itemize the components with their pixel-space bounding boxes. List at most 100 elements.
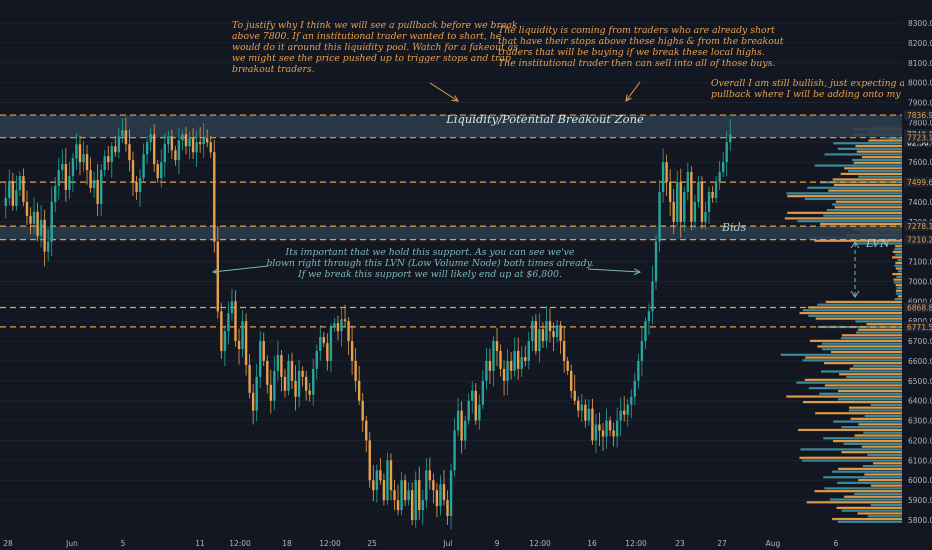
volume-bar xyxy=(844,495,902,498)
volume-bar xyxy=(840,336,902,340)
candle-body xyxy=(538,329,541,352)
candle-body xyxy=(29,215,32,224)
volume-bar xyxy=(824,362,902,365)
candle-body xyxy=(711,191,714,198)
candle-body xyxy=(227,313,230,332)
candle-body xyxy=(11,181,15,206)
volume-bar xyxy=(840,172,902,175)
volume-bar xyxy=(814,490,902,493)
candle-body xyxy=(4,197,7,206)
candle-body xyxy=(266,360,269,385)
candle-body xyxy=(425,470,428,501)
volume-bar xyxy=(817,303,902,306)
zone-band xyxy=(0,115,902,138)
candle-body xyxy=(61,164,64,171)
candle-body xyxy=(410,490,414,520)
candle-body xyxy=(128,144,131,161)
annotation-line: blown right through this LVN (Low Volume… xyxy=(266,258,593,269)
annotation-line: Its important that we hold this support.… xyxy=(285,247,575,258)
candle-body xyxy=(333,323,336,328)
volume-bar xyxy=(858,175,902,178)
candle-body xyxy=(690,172,693,222)
candle-body xyxy=(509,360,513,371)
volume-bar xyxy=(892,256,902,259)
candle-body xyxy=(163,144,166,163)
volume-bar xyxy=(854,242,902,245)
time-tick-label: Jul xyxy=(442,539,452,548)
candle-body xyxy=(326,343,329,361)
volume-bar xyxy=(897,295,902,298)
candle-body xyxy=(382,480,386,501)
volume-bar xyxy=(848,409,902,412)
volume-bar xyxy=(893,278,902,281)
price-tag: 6868.8 xyxy=(907,304,932,313)
candle-body xyxy=(725,142,728,163)
candle-body xyxy=(591,408,594,441)
volume-bar xyxy=(832,470,902,473)
volume-bar xyxy=(837,520,902,523)
candle-body xyxy=(672,201,675,222)
candle-body xyxy=(237,341,241,350)
volume-bar xyxy=(858,478,902,482)
volume-bar xyxy=(824,487,902,490)
time-tick-label: 18 xyxy=(282,539,292,548)
volume-profile xyxy=(780,125,902,523)
time-tick-label: Jun xyxy=(65,539,78,548)
price-tick-label: 6700.0 xyxy=(908,337,932,346)
candle-body xyxy=(368,440,371,481)
candle-body xyxy=(319,337,322,352)
candle-body xyxy=(615,420,619,437)
candle-body xyxy=(202,138,205,145)
arrow-right xyxy=(587,268,640,272)
volume-bar xyxy=(804,197,902,201)
volume-bar xyxy=(817,325,902,329)
annotation-line: that have their stops above these highs … xyxy=(498,36,784,47)
price-tick-label: 6900.0 xyxy=(908,297,932,306)
candle-body xyxy=(435,490,439,507)
candle-body xyxy=(315,351,318,369)
candle-body xyxy=(85,154,89,171)
annotation-line: breakout traders. xyxy=(232,64,315,75)
candle-body xyxy=(432,480,435,491)
volume-bar xyxy=(828,189,902,192)
price-tick-label: 6600.0 xyxy=(908,357,932,366)
volume-bar xyxy=(796,381,902,384)
price-tag-bg xyxy=(904,110,932,121)
time-tick-label: Aug xyxy=(766,539,781,548)
candles xyxy=(4,117,732,530)
time-axis[interactable]: 28 Jun 5 11 12:00 18 12:00 25 Jul 9 12:00 16 12:00 23… xyxy=(3,539,838,548)
annotation-line: would do it around this liquidity pool. … xyxy=(232,42,518,53)
price-tick-label: 6500.0 xyxy=(908,377,932,386)
volume-bar xyxy=(892,250,902,253)
volume-bar xyxy=(833,142,902,145)
candle-body xyxy=(552,331,555,338)
candle-body xyxy=(251,392,255,411)
volume-bar xyxy=(892,272,902,276)
annotation-top-left: To justify why I think we will see a pul… xyxy=(232,20,518,75)
price-tag-bg xyxy=(904,177,932,188)
candle-body xyxy=(198,142,202,145)
candle-body xyxy=(605,420,608,437)
price-tick-label: 7400.0 xyxy=(908,198,932,207)
candle-body xyxy=(573,390,576,401)
candle-body xyxy=(181,134,184,141)
candle-body xyxy=(32,211,36,224)
candle-body xyxy=(350,341,354,361)
volume-bar xyxy=(814,164,902,167)
candle-body xyxy=(637,360,640,381)
candle-body xyxy=(456,410,460,431)
price-tick-label: 7900.0 xyxy=(908,99,932,108)
volume-bar xyxy=(855,144,902,148)
price-axis[interactable]: 5800.0 5900.0 6000.0 6100.0 6200.0 6300.0 6400… xyxy=(904,0,932,550)
price-tick-label: 7800.0 xyxy=(908,118,932,127)
candle-body xyxy=(18,176,22,190)
volume-bar xyxy=(837,147,902,150)
candle-body xyxy=(400,480,403,511)
volume-bar xyxy=(897,259,902,262)
candle-body xyxy=(110,146,113,163)
candle-body xyxy=(386,460,389,501)
volume-bar xyxy=(807,186,902,189)
candle-body xyxy=(188,138,191,147)
candle-body xyxy=(209,142,212,153)
